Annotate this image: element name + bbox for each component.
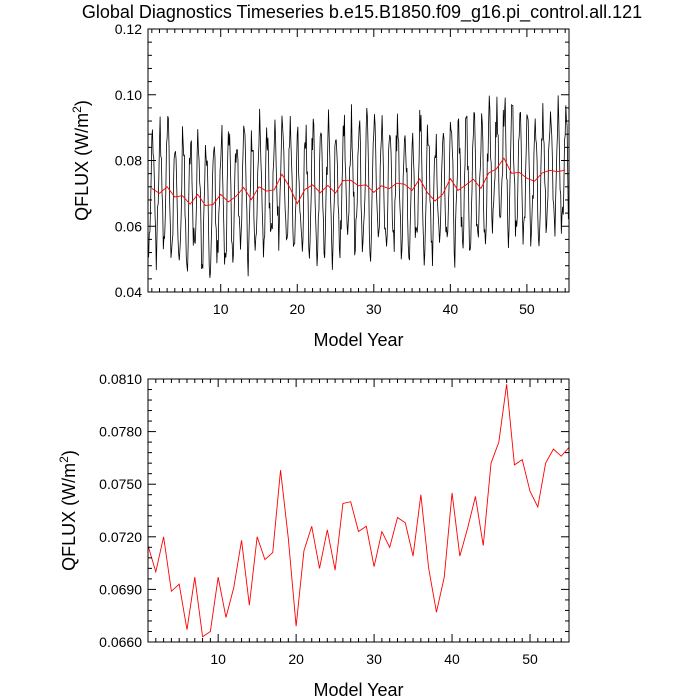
y-tick-label: 0.10 — [115, 87, 142, 103]
y-tick-label: 0.04 — [115, 284, 142, 300]
series-line-1-0 — [148, 384, 569, 638]
x-tick-label: 10 — [210, 651, 226, 667]
x-tick-label: 30 — [366, 301, 382, 317]
x-axis-title: Model Year — [313, 680, 403, 700]
y-axis-title-main: QFLUX (W/m — [59, 463, 79, 571]
y-tick-label: 0.06 — [115, 218, 142, 234]
x-tick-label: 20 — [288, 651, 304, 667]
y-tick-label: 0.0720 — [99, 529, 142, 545]
y-axis-title-sup: 2 — [57, 456, 71, 463]
x-tick-label: 50 — [522, 651, 538, 667]
annual-panel: 10 20 30 40 50 0.0660 0.0690 0.0720 0.0750 0.0780… — [57, 371, 570, 700]
y-tick-label: 0.12 — [115, 21, 142, 37]
y-axis-title-tail: ) — [59, 450, 79, 456]
y-tick-label: 0.0660 — [99, 634, 142, 650]
y-tick-label: 0.0750 — [99, 476, 142, 492]
y-axis-title-main: QFLUX (W/m — [72, 113, 92, 221]
x-tick-label: 30 — [366, 651, 382, 667]
series-line-0-0 — [148, 95, 569, 278]
y-axis-title: QFLUX (W/m2) — [57, 450, 79, 571]
y-tick-label: 0.08 — [115, 153, 142, 169]
x-tick-label: 40 — [444, 651, 460, 667]
y-axis-title-sup: 2 — [70, 106, 84, 113]
y-axis-title-tail: ) — [72, 100, 92, 106]
x-tick-label: 50 — [519, 301, 535, 317]
y-tick-label: 0.0690 — [99, 581, 142, 597]
y-tick-label: 0.0780 — [99, 424, 142, 440]
y-tick-label: 0.0810 — [99, 371, 142, 387]
x-tick-label: 20 — [289, 301, 305, 317]
y-axis-title: QFLUX (W/m2) — [70, 100, 92, 221]
plot-frame — [147, 378, 570, 643]
x-axis-title: Model Year — [313, 330, 403, 350]
figure-title: Global Diagnostics Timeseries b.e15.B185… — [82, 2, 642, 23]
monthly-panel: 10 20 30 40 50 0.04 0.06 0.08 0.10 0.12 Model Year… — [70, 21, 570, 350]
x-tick-label: 40 — [443, 301, 459, 317]
x-tick-label: 10 — [213, 301, 229, 317]
series-line-0-1 — [151, 157, 566, 207]
